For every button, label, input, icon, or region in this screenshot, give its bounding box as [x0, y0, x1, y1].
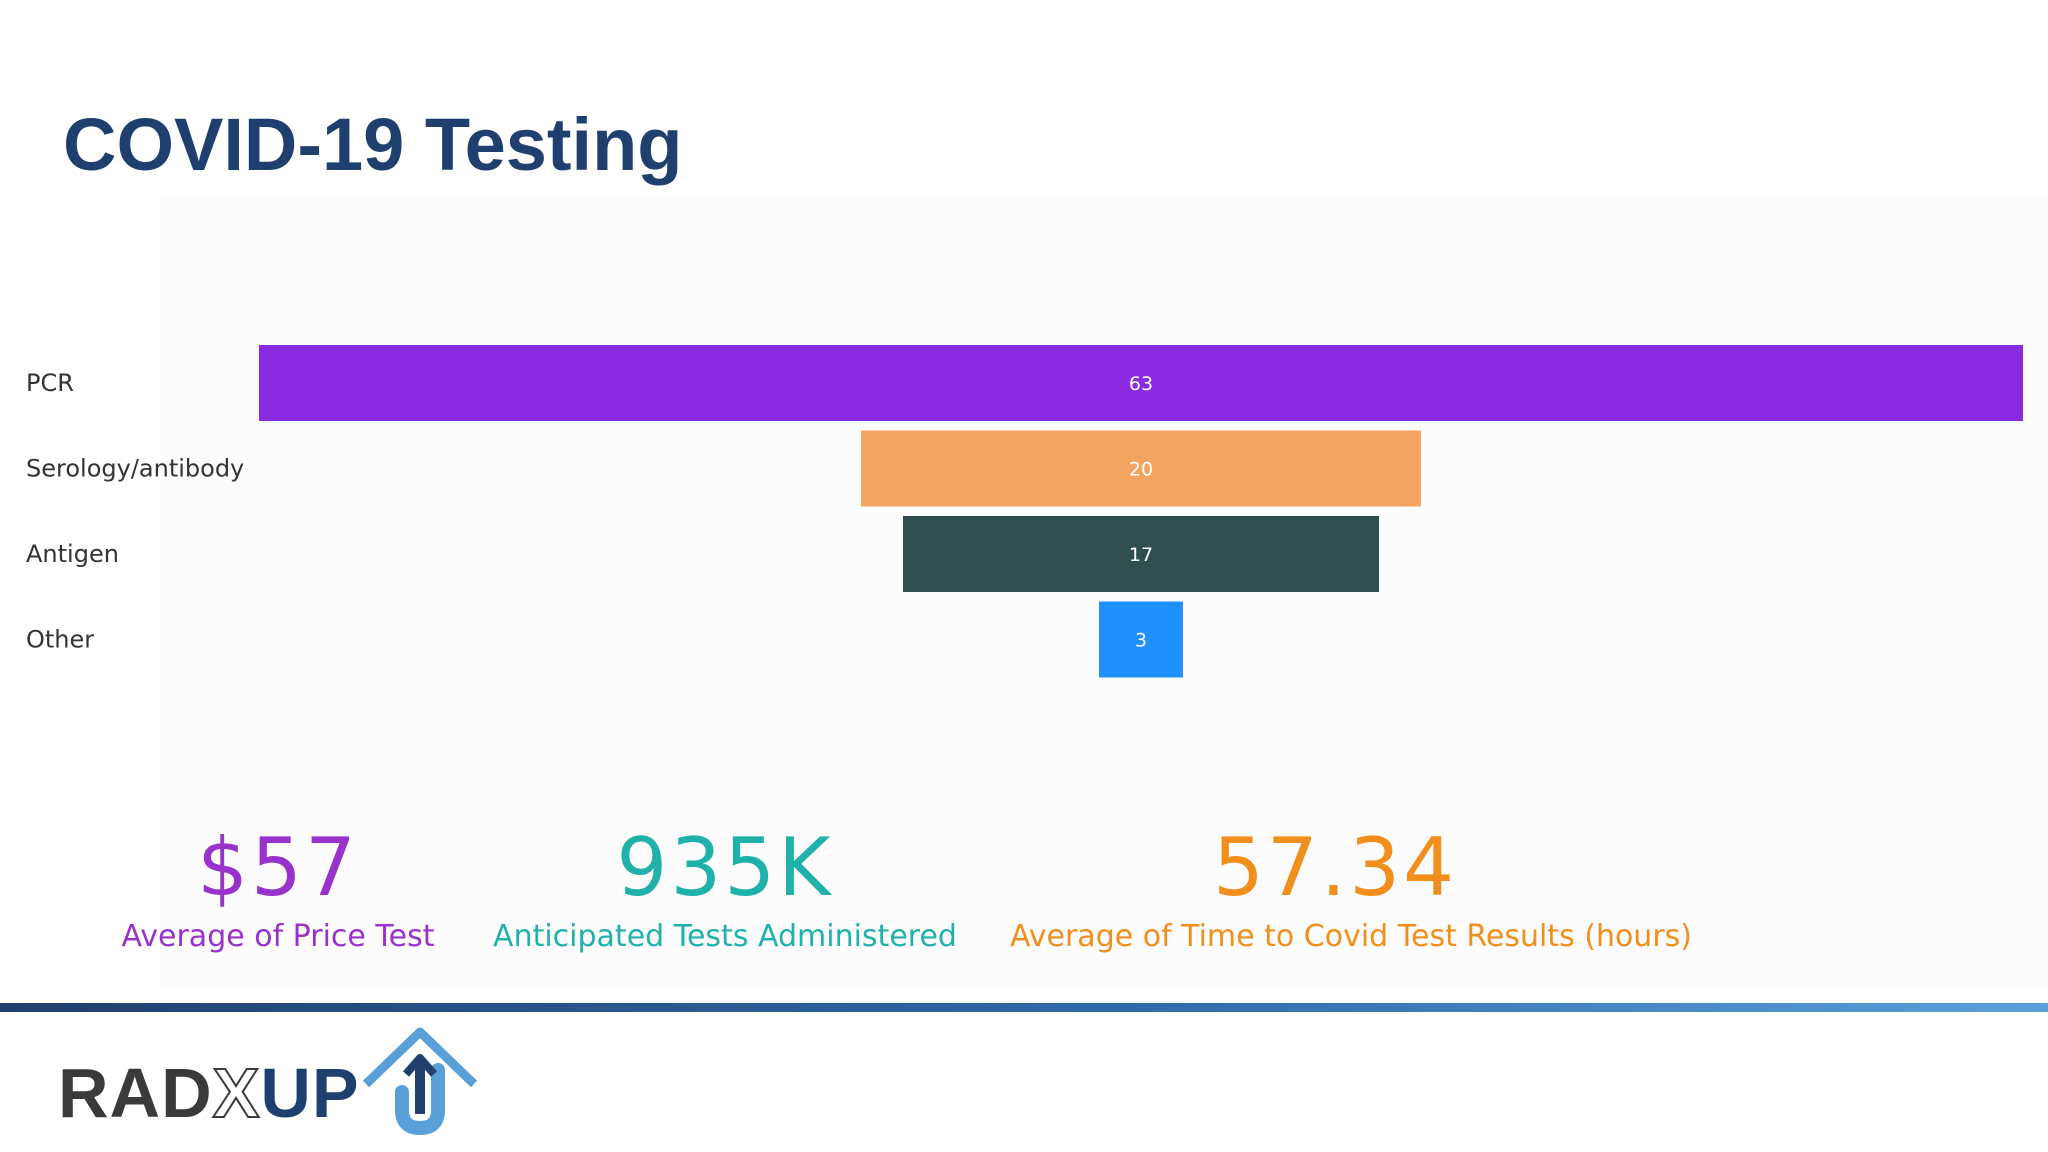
funnel-chart: PCR 63 Serology/antibody 20 Antigen 17 Other 3 — [26, 345, 2023, 678]
logo-text-up: UP — [260, 1054, 360, 1132]
kpi-label: Average of Time to Covid Test Results (h… — [1010, 919, 1692, 954]
kpi-average-price: $57 Average of Price Test — [120, 828, 436, 952]
kpi-label: Anticipated Tests Administered — [493, 919, 957, 954]
kpi-value: 935K — [616, 821, 834, 914]
funnel-bar[interactable] — [259, 345, 2023, 421]
kpi-anticipated-tests: 935K Anticipated Tests Administered — [490, 828, 960, 952]
funnel-chart-panel: PCR 63 Serology/antibody 20 Antigen 17 Other 3 — [26, 195, 2048, 988]
kpi-time-to-results: 57.34 Average of Time to Covid Test Resu… — [1010, 821, 1692, 954]
funnel-bar[interactable] — [903, 516, 1379, 592]
kpi-value: $57 — [197, 821, 359, 914]
logo-arrow-icon — [362, 1027, 478, 1136]
category-label: PCR — [26, 369, 74, 397]
bar-value-label: 17 — [1129, 544, 1153, 566]
category-label: Other — [26, 626, 94, 654]
category-label: Antigen — [26, 540, 119, 568]
bar-value-label: 3 — [1135, 630, 1147, 652]
funnel-bar[interactable] — [1099, 601, 1183, 678]
kpi-value: 57.34 — [1212, 821, 1458, 914]
slide-title: COVID-19 Testing — [63, 103, 683, 186]
category-label: Serology/antibody — [26, 455, 244, 483]
bar-value-label: 20 — [1129, 459, 1153, 481]
funnel-bar[interactable] — [861, 430, 1421, 507]
logo-wordmark: RADXUP — [58, 1057, 360, 1129]
logo-text-x: X — [212, 1054, 261, 1132]
kpi-label: Average of Price Test — [121, 919, 435, 954]
logo-text-rad: RAD — [58, 1054, 213, 1132]
footer-divider — [0, 1003, 2048, 1012]
bar-value-label: 63 — [1129, 373, 1153, 395]
